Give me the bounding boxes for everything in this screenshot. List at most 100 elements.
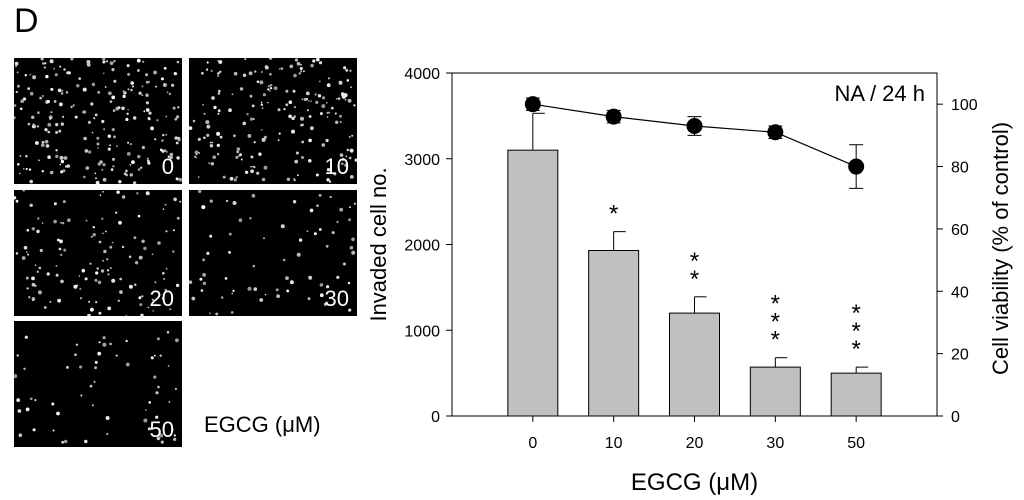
cell-dot: [150, 356, 154, 360]
cell-dot: [85, 166, 90, 170]
cell-dot: [315, 173, 319, 177]
cell-dot: [130, 88, 133, 92]
cell-dot: [53, 219, 57, 224]
cell-dot: [166, 151, 168, 153]
cell-dot: [342, 262, 346, 266]
cell-dot: [349, 206, 351, 209]
cell-dot: [102, 342, 107, 347]
cell-dot: [101, 58, 106, 61]
cell-dot: [106, 258, 109, 261]
cell-dot: [299, 67, 303, 70]
cell-dot: [145, 108, 150, 112]
cell-dot: [57, 298, 61, 303]
cell-dot: [231, 93, 234, 96]
cell-dot: [348, 308, 352, 312]
cell-dot: [96, 136, 100, 140]
cell-dot: [66, 164, 70, 168]
cell-dot: [116, 145, 118, 147]
cell-dot: [222, 175, 226, 179]
cell-dot: [44, 128, 48, 132]
cell-dot: [250, 155, 254, 159]
cell-dot: [259, 298, 264, 302]
cell-dot: [75, 343, 78, 346]
cell-dot: [347, 281, 351, 285]
cell-dot: [327, 77, 330, 80]
cell-dot: [143, 110, 146, 113]
cell-dot: [261, 129, 263, 131]
cell-dot: [169, 308, 172, 311]
cell-dot: [173, 434, 176, 437]
cell-dot: [198, 151, 201, 154]
cell-dot: [202, 103, 204, 106]
cell-dot: [326, 116, 329, 118]
cell-dot: [325, 244, 329, 248]
cell-dot: [109, 144, 111, 147]
cell-dot: [233, 178, 237, 182]
cell-dot: [253, 70, 257, 73]
cell-dot: [198, 190, 202, 193]
cell-dot: [280, 224, 285, 229]
cell-dot: [293, 106, 297, 109]
cell-dot: [129, 164, 132, 166]
cell-dot: [145, 101, 149, 105]
cell-dot: [81, 111, 84, 113]
cell-dot: [318, 193, 322, 197]
cell-dot: [22, 97, 27, 101]
cell-dot: [39, 248, 43, 253]
cell-dot: [335, 97, 338, 100]
cell-dot: [353, 104, 356, 107]
cell-dot: [318, 228, 322, 231]
cell-dot: [118, 180, 122, 184]
cell-dot: [346, 148, 349, 152]
left-tick-label: 3000: [404, 152, 440, 169]
cell-dot: [119, 277, 122, 281]
cell-dot: [286, 289, 290, 293]
cell-dot: [26, 287, 29, 290]
cell-dot: [103, 128, 105, 131]
cell-dot: [50, 87, 54, 91]
cell-dot: [72, 104, 75, 107]
cell-dot: [38, 159, 40, 162]
cell-dot: [351, 134, 354, 137]
cell-dot: [263, 165, 268, 170]
cell-dot: [308, 275, 313, 280]
cell-dot: [260, 103, 263, 106]
cell-dot: [308, 138, 312, 143]
cell-dot: [253, 287, 258, 291]
cell-dot: [349, 148, 354, 153]
cell-dot: [334, 112, 337, 115]
cell-dot: [148, 80, 151, 83]
cell-dot: [322, 96, 326, 100]
cell-dot: [285, 103, 289, 107]
cell-dot: [321, 104, 326, 109]
cell-dot: [349, 175, 354, 179]
cell-dot: [29, 91, 34, 96]
cell-dot: [242, 121, 246, 126]
cell-dot: [109, 100, 113, 103]
cell-dot: [264, 65, 268, 69]
cell-dot: [166, 331, 170, 334]
cell-dot: [341, 157, 345, 161]
cell-dot: [108, 91, 112, 96]
cell-dot: [351, 237, 355, 242]
cell-dot: [126, 64, 130, 68]
cell-dot: [192, 119, 196, 123]
cell-dot: [269, 87, 273, 90]
cell-dot: [199, 277, 203, 281]
cell-dot: [90, 102, 94, 106]
bar: [830, 372, 882, 417]
cell-dot: [67, 218, 71, 222]
cell-dot: [168, 92, 172, 96]
cell-dot: [50, 111, 53, 114]
cell-dot: [206, 68, 209, 71]
cell-dot: [330, 106, 334, 110]
cell-dot: [167, 365, 170, 367]
cell-dot: [305, 91, 310, 96]
cell-dot: [62, 169, 66, 173]
left-tick-label: 4000: [404, 66, 440, 83]
cell-dot: [91, 131, 94, 134]
cell-dot: [157, 385, 160, 389]
cell-dot: [141, 295, 144, 298]
cell-dot: [233, 71, 238, 76]
cell-dot: [335, 120, 339, 124]
